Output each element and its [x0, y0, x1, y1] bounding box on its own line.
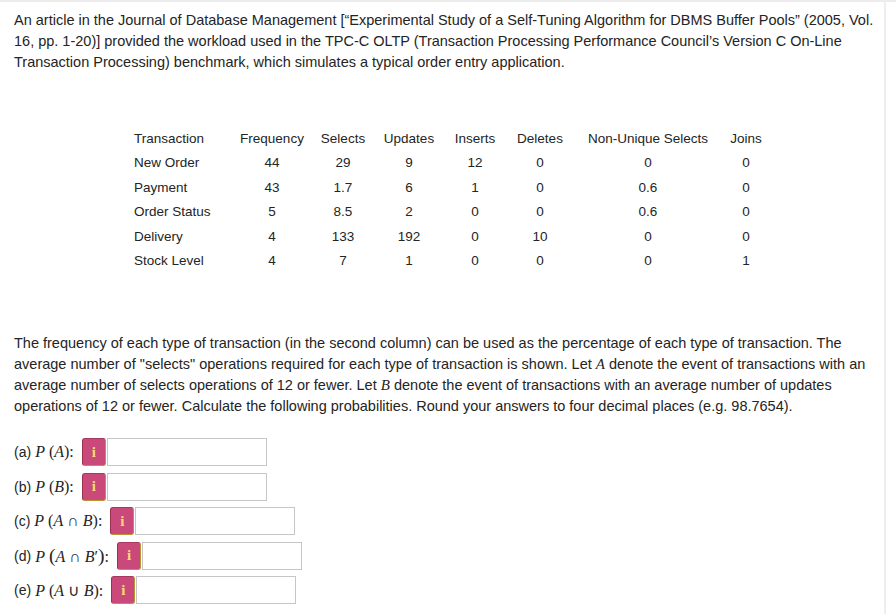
- value-cell: 1: [376, 249, 442, 274]
- value-cell: 5: [234, 200, 310, 225]
- value-cell: 43: [234, 175, 310, 200]
- question-row-a: (a)P (A): i: [14, 437, 302, 467]
- question-label: (e): [14, 582, 31, 598]
- problem-intro-paragraph: An article in the Journal of Database Ma…: [14, 10, 878, 73]
- value-cell: 133: [310, 224, 376, 249]
- answer-input-b[interactable]: [107, 473, 267, 501]
- value-cell: 0: [572, 224, 724, 249]
- value-cell: 0: [442, 200, 508, 225]
- value-cell: 0: [724, 151, 768, 176]
- table-header-cell: Deletes: [508, 126, 572, 151]
- value-cell: 10: [508, 224, 572, 249]
- probability-expression: P (A):: [35, 443, 74, 461]
- value-cell: 8.5: [310, 200, 376, 225]
- table-header-cell: Joins: [724, 126, 768, 151]
- table-row: Stock Level4710001: [134, 249, 768, 274]
- transaction-name-cell: Payment: [134, 175, 234, 200]
- question-label: (a): [14, 444, 31, 460]
- value-cell: 1: [442, 175, 508, 200]
- table-header-cell: Inserts: [442, 126, 508, 151]
- question-row-e: (e)P (A ∪ B): i: [14, 575, 302, 605]
- table-row: Delivery413319201000: [134, 224, 768, 249]
- value-cell: 0: [508, 151, 572, 176]
- value-cell: 1.7: [310, 175, 376, 200]
- transaction-name-cell: Stock Level: [134, 249, 234, 274]
- value-cell: 4: [234, 249, 310, 274]
- value-cell: 6: [376, 175, 442, 200]
- questions: (a)P (A):i(b)P (B):i(c)P (A ∩ B):i(d)P (…: [14, 437, 302, 610]
- value-cell: 0: [572, 249, 724, 274]
- answer-input-c[interactable]: [135, 507, 295, 535]
- top-divider: [0, 0, 896, 2]
- table-row: Order Status58.52000.60: [134, 200, 768, 225]
- info-icon[interactable]: i: [117, 542, 141, 570]
- value-cell: 0: [724, 175, 768, 200]
- value-cell: 0: [572, 151, 724, 176]
- workload-table-body: New Order4429912000Payment431.76100.60Or…: [134, 151, 768, 274]
- value-cell: 29: [310, 151, 376, 176]
- answer-input-a[interactable]: [107, 438, 267, 466]
- value-cell: 12: [442, 151, 508, 176]
- table-header-cell: Non-Unique Selects: [572, 126, 724, 151]
- info-icon[interactable]: i: [110, 507, 134, 535]
- question-label: (c): [14, 513, 30, 529]
- content-right-border: [884, 0, 886, 614]
- transaction-name-cell: Order Status: [134, 200, 234, 225]
- value-cell: 9: [376, 151, 442, 176]
- value-cell: 1: [724, 249, 768, 274]
- value-cell: 2: [376, 200, 442, 225]
- value-cell: 0.6: [572, 175, 724, 200]
- answer-input-d[interactable]: [142, 542, 302, 570]
- answer-input-e[interactable]: [136, 576, 296, 604]
- probability-expression: P (A ∩ B):: [34, 512, 102, 530]
- workload-table: TransactionFrequencySelectsUpdatesInsert…: [134, 126, 768, 273]
- value-cell: 192: [376, 224, 442, 249]
- question-row-b: (b)P (B): i: [14, 472, 302, 502]
- value-cell: 0: [508, 249, 572, 274]
- probability-expression: P (B):: [35, 478, 74, 496]
- question-row-d: (d)P (A ∩ B′): i: [14, 541, 302, 571]
- value-cell: 0: [724, 224, 768, 249]
- transaction-name-cell: New Order: [134, 151, 234, 176]
- value-cell: 0: [442, 224, 508, 249]
- value-cell: 7: [310, 249, 376, 274]
- value-cell: 0: [508, 200, 572, 225]
- info-icon[interactable]: i: [82, 473, 106, 501]
- info-icon[interactable]: i: [82, 438, 106, 466]
- table-row: Payment431.76100.60: [134, 175, 768, 200]
- value-cell: 44: [234, 151, 310, 176]
- value-cell: 4: [234, 224, 310, 249]
- table-row: New Order4429912000: [134, 151, 768, 176]
- table-header-row: TransactionFrequencySelectsUpdatesInsert…: [134, 126, 768, 151]
- value-cell: 0: [508, 175, 572, 200]
- value-cell: 0.6: [572, 200, 724, 225]
- instructions-paragraph: The frequency of each type of transactio…: [14, 333, 880, 417]
- transaction-name-cell: Delivery: [134, 224, 234, 249]
- table-header-cell: Frequency: [234, 126, 310, 151]
- probability-expression: P (A ∩ B′):: [35, 545, 109, 567]
- probability-expression: P (A ∪ B):: [35, 581, 103, 600]
- question-row-c: (c)P (A ∩ B): i: [14, 506, 302, 536]
- value-cell: 0: [724, 200, 768, 225]
- question-label: (b): [14, 479, 31, 495]
- table-header-cell: Updates: [376, 126, 442, 151]
- question-label: (d): [14, 548, 31, 564]
- table-header-cell: Selects: [310, 126, 376, 151]
- info-icon[interactable]: i: [111, 576, 135, 604]
- value-cell: 0: [442, 249, 508, 274]
- table-header-cell: Transaction: [134, 126, 234, 151]
